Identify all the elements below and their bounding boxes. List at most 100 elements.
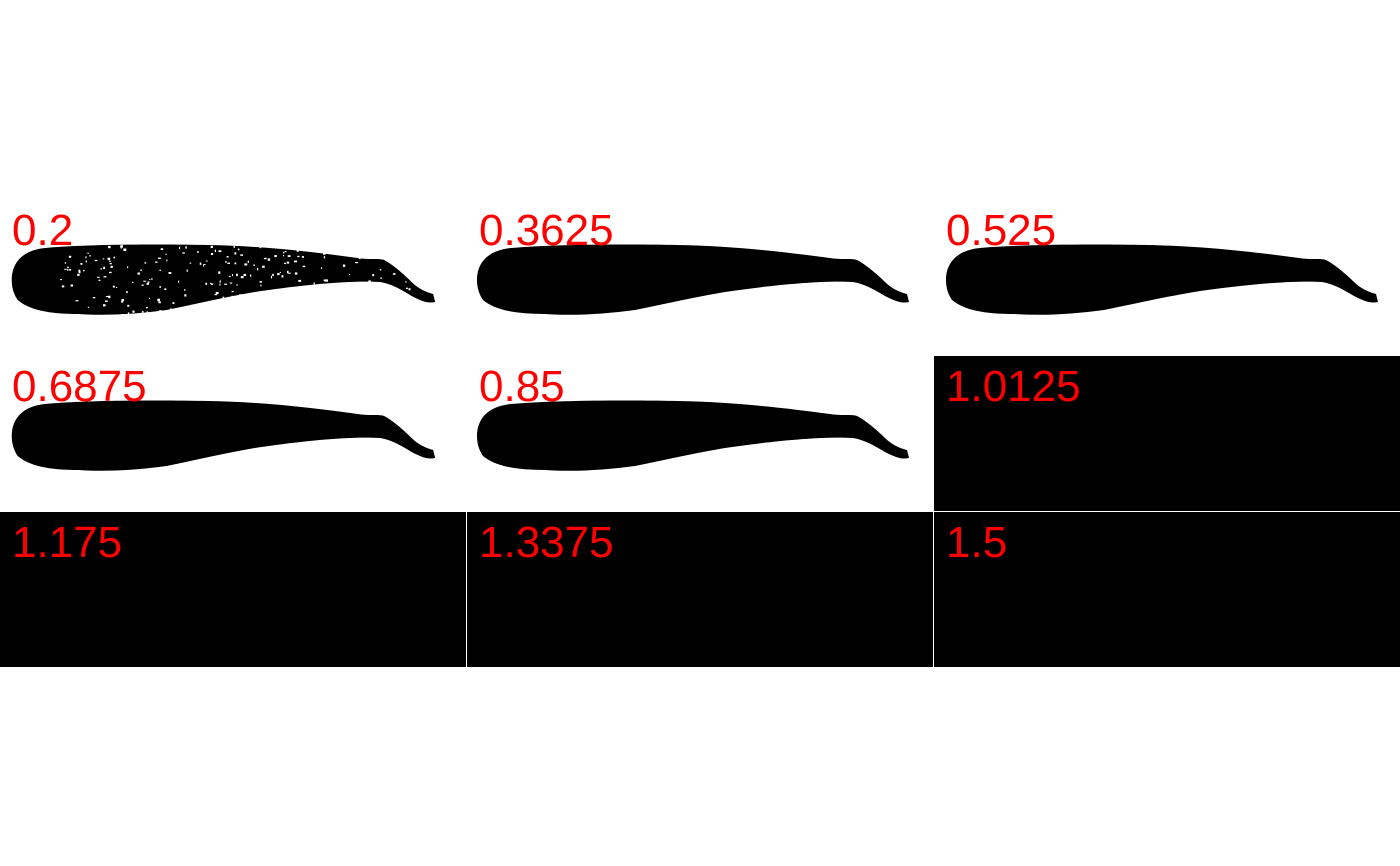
speckle bbox=[189, 262, 192, 264]
speckle bbox=[184, 289, 186, 291]
speckle bbox=[127, 304, 130, 307]
speckle bbox=[294, 272, 298, 275]
speckle bbox=[253, 303, 257, 305]
speckle bbox=[222, 296, 225, 300]
speckle bbox=[205, 260, 208, 262]
speckle bbox=[406, 252, 409, 255]
speckle bbox=[284, 251, 287, 253]
speckle bbox=[179, 246, 181, 249]
threshold-panel: 0.2 bbox=[0, 200, 466, 355]
speckle bbox=[68, 269, 72, 271]
speckle bbox=[318, 289, 320, 292]
speckle bbox=[405, 281, 407, 283]
speckle bbox=[284, 262, 286, 265]
threshold-panel: 1.175 bbox=[0, 512, 466, 667]
speckle bbox=[159, 310, 162, 313]
speckle bbox=[279, 271, 281, 274]
speckle bbox=[94, 259, 98, 262]
speckle bbox=[225, 261, 227, 263]
speckle bbox=[323, 252, 326, 255]
speckle bbox=[210, 253, 214, 255]
speckle bbox=[205, 282, 208, 285]
speckle bbox=[250, 311, 252, 313]
speckle bbox=[303, 310, 306, 313]
speckle bbox=[287, 255, 291, 257]
speckle bbox=[313, 246, 315, 248]
speckle bbox=[411, 313, 414, 315]
speckle bbox=[380, 292, 383, 295]
speckle bbox=[366, 307, 369, 310]
speckle bbox=[105, 296, 109, 297]
speckle bbox=[158, 301, 161, 304]
speckle bbox=[277, 273, 280, 276]
speckle bbox=[359, 287, 361, 289]
speckle bbox=[345, 246, 347, 249]
speckle bbox=[168, 272, 172, 274]
speckle bbox=[287, 270, 289, 274]
threshold-panel: 1.5 bbox=[934, 512, 1400, 667]
speckle bbox=[184, 294, 187, 297]
speckle bbox=[158, 257, 161, 259]
speckle bbox=[346, 293, 348, 296]
speckle bbox=[297, 305, 300, 309]
speckle bbox=[256, 268, 259, 271]
speckle bbox=[227, 262, 230, 264]
speckle bbox=[288, 272, 291, 274]
speckle bbox=[267, 297, 270, 300]
speckle bbox=[107, 257, 111, 261]
speckle bbox=[64, 262, 66, 264]
speckle bbox=[250, 274, 252, 277]
speckle bbox=[348, 273, 351, 276]
speckle bbox=[126, 291, 128, 294]
speckle bbox=[120, 247, 122, 249]
speckle bbox=[113, 256, 116, 259]
speckle bbox=[270, 275, 273, 279]
speckle bbox=[299, 245, 302, 247]
speckle bbox=[202, 306, 206, 309]
threshold-panel-grid: 0.2 0.3625 0.525 0.6875 0.85 1.0125 1.175 1.337… bbox=[0, 200, 1400, 667]
speckle bbox=[85, 260, 87, 263]
speckle bbox=[368, 280, 371, 282]
speckle bbox=[403, 267, 406, 270]
speckle bbox=[283, 252, 285, 254]
speckle bbox=[337, 296, 341, 298]
threshold-label: 0.3625 bbox=[479, 206, 614, 255]
speckle bbox=[127, 312, 130, 315]
speckle bbox=[140, 269, 142, 271]
speckle bbox=[156, 312, 157, 314]
speckle bbox=[234, 262, 237, 265]
speckle bbox=[68, 255, 72, 258]
speckle bbox=[360, 297, 364, 300]
speckle bbox=[143, 280, 147, 282]
speckle bbox=[355, 262, 359, 264]
speckle bbox=[298, 279, 302, 282]
speckle bbox=[219, 280, 221, 283]
threshold-panel: 0.525 bbox=[934, 200, 1400, 355]
speckle bbox=[244, 263, 248, 266]
speckle bbox=[301, 256, 304, 258]
speckle bbox=[291, 310, 293, 313]
speckle bbox=[141, 311, 144, 313]
speckle bbox=[358, 257, 361, 260]
speckle bbox=[274, 294, 277, 296]
speckle bbox=[377, 254, 379, 256]
speckle bbox=[146, 283, 149, 285]
speckle bbox=[240, 276, 244, 279]
speckle bbox=[410, 265, 412, 267]
speckle bbox=[108, 245, 111, 249]
threshold-label: 0.525 bbox=[946, 206, 1057, 255]
speckle bbox=[300, 245, 303, 248]
speckle bbox=[185, 246, 187, 249]
speckle bbox=[196, 251, 199, 253]
speckle bbox=[413, 277, 415, 280]
speckle bbox=[401, 268, 404, 270]
speckle bbox=[159, 286, 161, 289]
speckle bbox=[127, 266, 129, 269]
speckle bbox=[391, 288, 394, 291]
speckle bbox=[412, 270, 415, 274]
speckle bbox=[316, 306, 319, 308]
speckle bbox=[87, 252, 89, 254]
speckle bbox=[263, 257, 267, 260]
speckle bbox=[214, 294, 217, 296]
speckle bbox=[164, 288, 167, 291]
